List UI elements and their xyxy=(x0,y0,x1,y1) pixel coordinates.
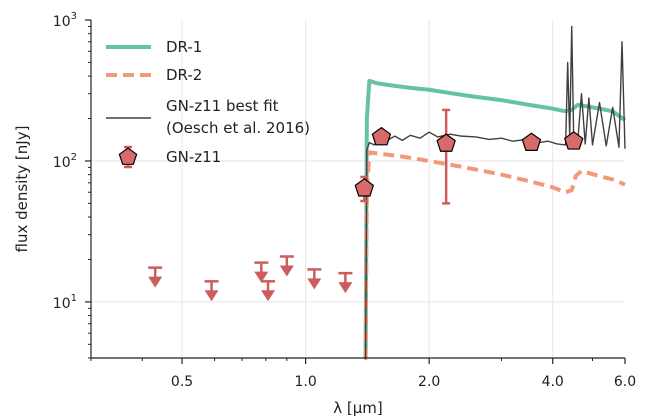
upper-limit-marker xyxy=(254,261,269,283)
detection-marker xyxy=(563,131,584,150)
legend-label-dr1: DR-1 xyxy=(166,38,202,56)
legend-label-bestfit-ref: (Oesch et al. 2016) xyxy=(166,119,310,137)
detection-marker xyxy=(436,108,456,205)
upper-limit-arrowhead xyxy=(338,282,353,294)
legend: DR-1 DR-2 GN-z11 best fit (Oesch et al. … xyxy=(106,38,310,169)
legend-label-bestfit: GN-z11 best fit xyxy=(166,97,279,115)
upper-limit-arrowhead xyxy=(148,276,163,288)
x-axis-label: λ [μm] xyxy=(333,399,383,417)
x-tick-label: 1.0 xyxy=(294,374,316,390)
upper-limit-marker xyxy=(307,268,322,290)
pentagon-marker xyxy=(354,178,375,197)
pentagon-marker xyxy=(563,131,584,150)
upper-limit-marker xyxy=(204,280,219,302)
upper-limit-marker xyxy=(279,255,294,277)
legend-swatch-data-marker xyxy=(118,147,138,165)
y-tick-label: 101 xyxy=(53,293,77,312)
axes: 101 102 103 0.5 1.0 2.0 4.0 6.0 xyxy=(53,11,636,390)
upper-limit-arrowhead xyxy=(307,278,322,290)
x-tick-label: 0.5 xyxy=(171,374,193,390)
x-tick-label: 2.0 xyxy=(418,374,440,390)
data-points xyxy=(148,108,584,302)
upper-limit-arrowhead xyxy=(204,290,219,302)
pentagon-marker xyxy=(436,133,456,152)
upper-limit-marker xyxy=(338,271,353,294)
upper-limit-marker xyxy=(261,280,276,302)
x-tick-label: 6.0 xyxy=(614,374,636,390)
pentagon-marker xyxy=(371,126,392,146)
y-axis-label: flux density [nJy] xyxy=(13,126,31,253)
upper-limit-arrowhead xyxy=(279,265,294,277)
detection-marker xyxy=(354,175,375,203)
y-tick-label: 103 xyxy=(53,11,77,30)
series-line-dr2 xyxy=(363,150,626,360)
upper-limit-marker xyxy=(148,266,163,288)
upper-limit-arrowhead xyxy=(261,290,276,302)
y-tick-label: 102 xyxy=(53,152,77,171)
pentagon-marker xyxy=(521,132,542,151)
upper-limit-arrowhead xyxy=(254,271,269,283)
detection-marker xyxy=(371,126,392,146)
legend-label-data: GN-z11 xyxy=(166,148,221,166)
legend-label-dr2: DR-2 xyxy=(166,66,202,84)
x-tick-label: 4.0 xyxy=(542,374,564,390)
detection-marker xyxy=(521,132,542,151)
